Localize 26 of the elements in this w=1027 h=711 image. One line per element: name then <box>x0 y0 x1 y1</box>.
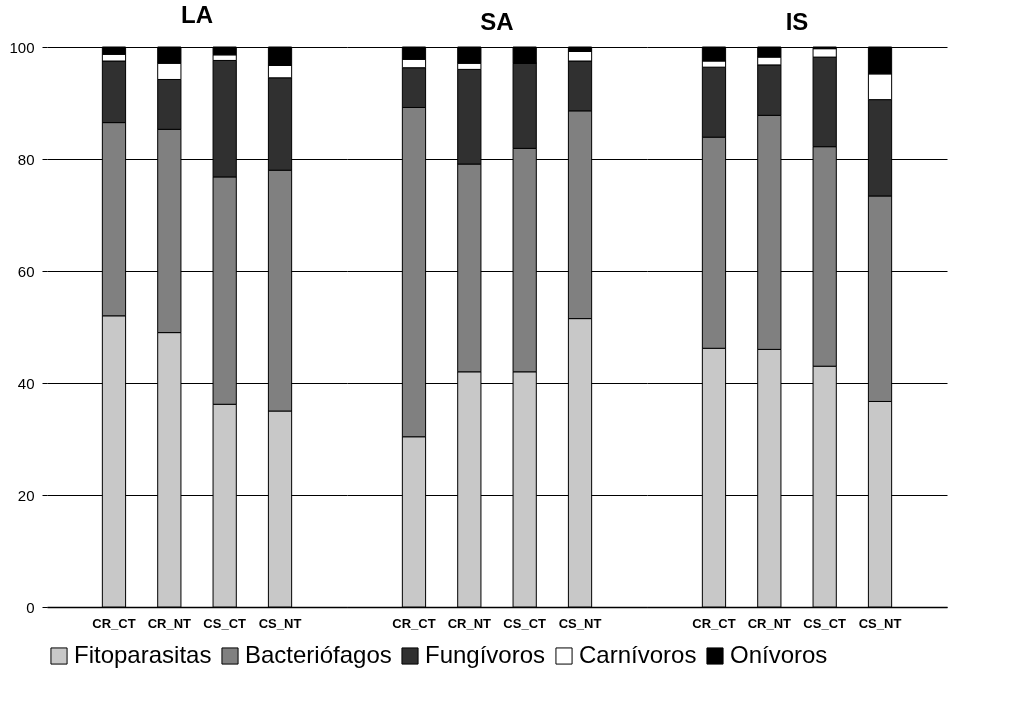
x-tick-label: CS_CT <box>803 615 847 631</box>
y-tick-label: 20 <box>17 486 35 504</box>
chart-title: SA <box>480 7 514 35</box>
y-tick-label: 60 <box>17 262 35 280</box>
x-tick-label: CS_NT <box>258 615 302 631</box>
legend-label: Carnívoros <box>579 641 697 668</box>
x-tick-label: CR_CT <box>392 615 436 631</box>
x-tick-label: CR_NT <box>447 615 492 631</box>
x-tick-label: CS_NT <box>558 615 602 631</box>
x-tick-label: CR_NT <box>747 615 792 631</box>
y-tick-label: 80 <box>17 150 35 168</box>
x-tick-label: CS_NT <box>858 615 902 631</box>
chart-title: IS <box>785 7 809 35</box>
chart-title: LA <box>181 1 213 28</box>
x-tick-label: CS_CT <box>203 615 247 631</box>
legend-label: Fitoparasitas <box>74 641 212 668</box>
y-tick-label: 40 <box>17 374 35 392</box>
x-tick-label: CR_CT <box>692 615 736 631</box>
x-tick-label: CR_NT <box>147 615 192 631</box>
y-tick-label: 100 <box>9 38 35 56</box>
x-tick-label: CR_CT <box>92 615 136 631</box>
legend-label: Fungívoros <box>425 641 546 668</box>
legend-label: Onívoros <box>730 641 828 668</box>
y-tick-label: 0 <box>26 598 35 616</box>
legend-label: Bacteriófagos <box>245 641 392 668</box>
x-tick-label: CS_CT <box>503 615 547 631</box>
